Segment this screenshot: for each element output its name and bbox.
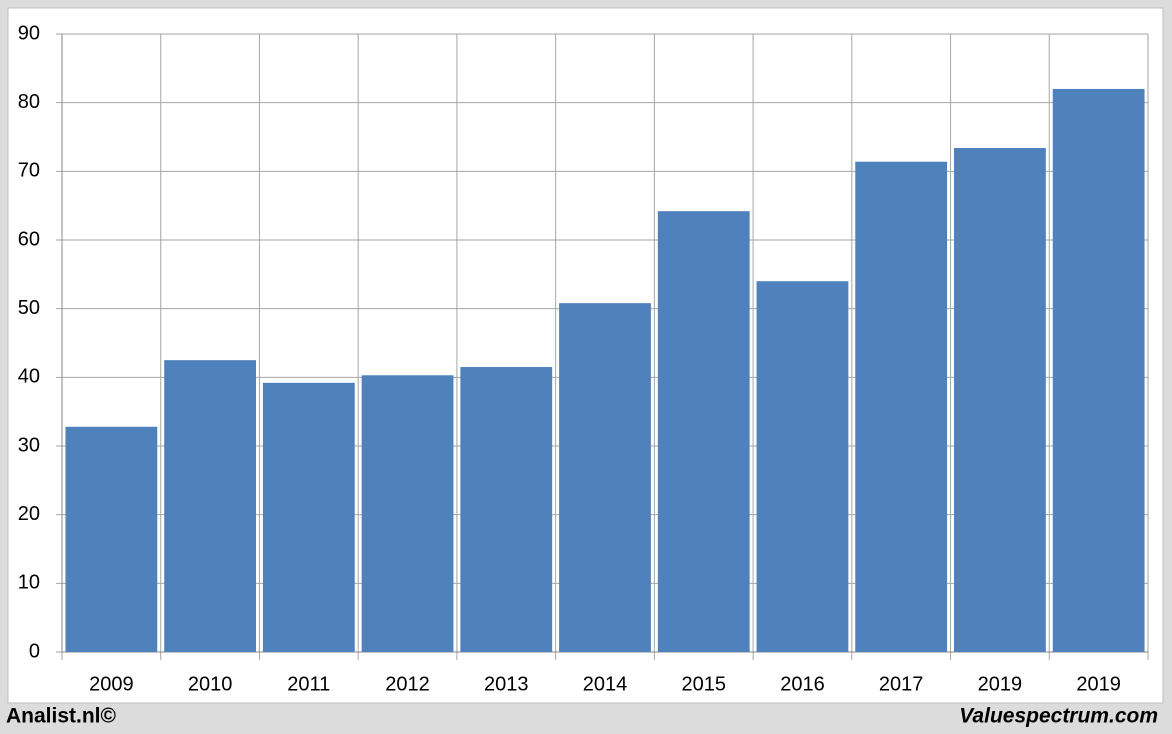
footer-right: Valuespectrum.com	[959, 705, 1158, 728]
x-tick-label: 2010	[188, 673, 233, 695]
bar	[65, 426, 158, 652]
x-tick-label: 2015	[681, 673, 726, 695]
x-tick-label: 2019	[1076, 673, 1121, 695]
bar	[657, 211, 750, 652]
y-tick-label: 70	[18, 160, 40, 182]
y-tick-label: 20	[18, 503, 40, 525]
x-tick-label: 2011	[287, 673, 330, 695]
bar	[559, 303, 651, 652]
bar	[855, 161, 948, 652]
x-tick-label: 2019	[978, 673, 1023, 695]
bar	[460, 367, 553, 652]
y-tick-label: 80	[18, 91, 40, 113]
x-tick-label: 2017	[879, 673, 924, 695]
y-tick-label: 50	[18, 297, 40, 319]
y-tick-label: 40	[18, 366, 40, 388]
bar	[361, 375, 454, 652]
y-tick-label: 90	[18, 22, 40, 44]
bar	[262, 382, 355, 652]
y-tick-label: 0	[29, 640, 40, 662]
x-tick-label: 2014	[583, 673, 628, 695]
bar	[164, 360, 256, 652]
y-tick-label: 60	[18, 228, 40, 250]
x-tick-label: 2012	[385, 673, 430, 695]
bar	[1052, 88, 1145, 652]
x-tick-label: 2013	[484, 673, 529, 695]
y-tick-label: 10	[18, 572, 40, 594]
x-tick-label: 2016	[780, 673, 825, 695]
footer-left: Analist.nl©	[6, 705, 117, 728]
bar	[954, 147, 1046, 652]
x-tick-label: 2009	[89, 673, 134, 695]
bar	[756, 281, 849, 652]
y-tick-label: 30	[18, 434, 40, 456]
